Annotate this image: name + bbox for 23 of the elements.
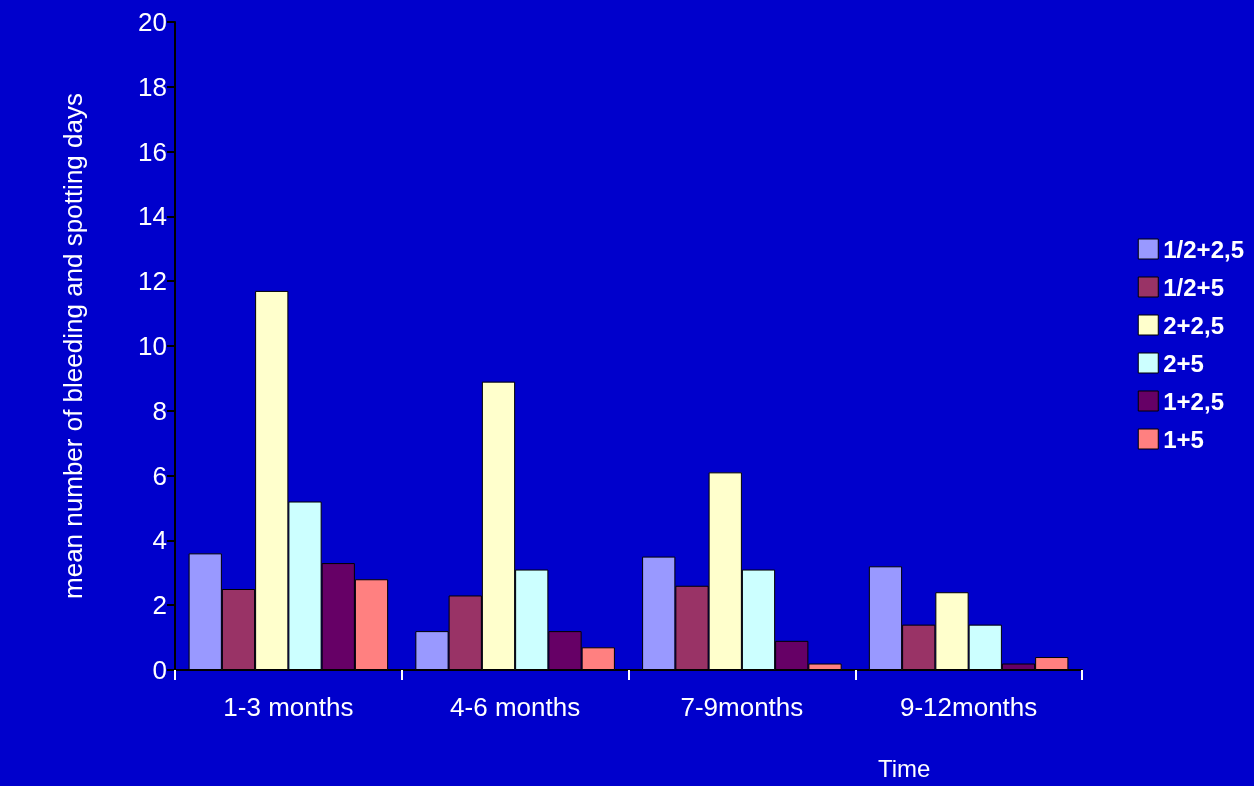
legend-label: 2+2,5 <box>1163 311 1224 339</box>
legend-label: 1/2+5 <box>1163 273 1224 301</box>
x-axis-title: Time <box>878 754 931 782</box>
y-tick-label: 14 <box>138 201 167 232</box>
legend-label: 1+2,5 <box>1163 387 1224 415</box>
legend-label: 1/2+2,5 <box>1163 235 1245 263</box>
y-tick-label: 18 <box>138 71 167 102</box>
x-tick-label: 1-3 months <box>223 692 354 722</box>
x-tick-label: 4-6 months <box>450 692 581 722</box>
x-tick-label: 7-9months <box>680 692 804 722</box>
y-tick-label: 12 <box>138 266 167 297</box>
y-tick-label: 6 <box>152 460 167 491</box>
y-tick-label: 0 <box>152 655 167 685</box>
y-tick-label: 20 <box>138 7 167 37</box>
y-tick-label: 4 <box>152 525 167 556</box>
y-axis-title: mean number of bleeding and spotting days <box>58 93 88 599</box>
x-tick-label: 9-12months <box>899 692 1038 722</box>
legend-label: 1+5 <box>1163 425 1204 453</box>
y-tick-label: 10 <box>138 331 167 361</box>
y-tick-label: 16 <box>138 136 167 167</box>
legend-label: 2+5 <box>1163 349 1204 377</box>
y-tick-label: 8 <box>152 395 167 426</box>
y-tick-label: 2 <box>152 590 167 621</box>
